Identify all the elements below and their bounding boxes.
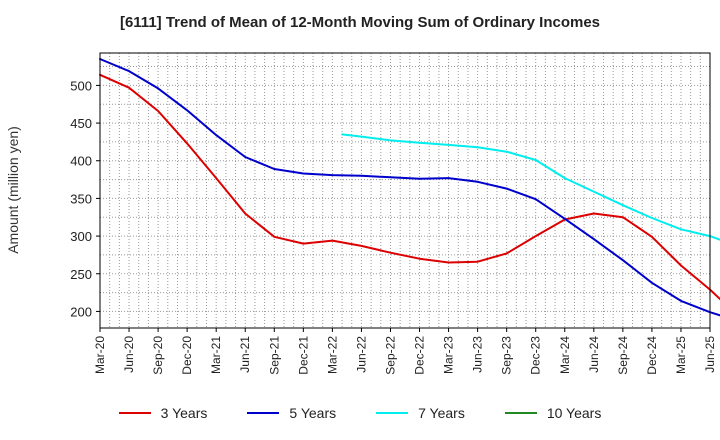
y-axis-label: Amount (million yen) (5, 126, 21, 254)
chart-legend: 3 Years 5 Years 7 Years 10 Years (0, 405, 720, 421)
legend-label: 3 Years (160, 405, 208, 421)
legend-label: 10 Years (546, 405, 602, 421)
x-tick-label: Mar-20 (93, 336, 107, 374)
series-line-7-years (341, 133, 720, 241)
legend-label: 5 Years (289, 405, 337, 421)
series-line-5-years (99, 58, 720, 317)
x-tick-label: Mar-23 (442, 336, 456, 374)
legend-item: 7 Years (376, 405, 465, 421)
x-tick-label: Dec-23 (529, 336, 543, 375)
x-tick-label: Mar-24 (558, 336, 572, 374)
x-tick-label: Dec-21 (296, 336, 310, 375)
x-tick-label: Jun-24 (587, 336, 601, 373)
legend-swatch (504, 412, 537, 414)
y-tick-label: 450 (70, 116, 92, 131)
chart-title: [6111] Trend of Mean of 12-Month Moving … (119, 14, 601, 31)
x-tick-label: Jun-21 (238, 336, 252, 373)
x-tick-label: Sep-24 (616, 336, 630, 375)
x-tick-label: Mar-22 (325, 336, 339, 374)
legend-swatch (376, 412, 409, 414)
x-tick-label: Jun-20 (122, 336, 136, 373)
x-tick-label: Jun-25 (703, 336, 717, 373)
y-tick-label: 500 (70, 78, 92, 93)
y-tick-label: 350 (70, 191, 92, 206)
y-tick-label: 400 (70, 154, 92, 169)
legend-label: 7 Years (418, 405, 465, 421)
x-tick-label: Mar-25 (674, 336, 688, 374)
legend-item: 10 Years (504, 405, 602, 421)
x-tick-label: Dec-22 (413, 336, 427, 375)
y-tick-label: 200 (70, 304, 92, 319)
plot-area (100, 53, 710, 328)
x-tick-label: Mar-21 (209, 336, 223, 374)
legend-item: 5 Years (247, 405, 336, 421)
x-tick-label: Dec-24 (645, 336, 659, 375)
y-tick-label: 300 (70, 229, 92, 244)
legend-item: 3 Years (118, 405, 208, 421)
legend-swatch (247, 412, 280, 414)
legend-swatch (118, 412, 151, 414)
x-tick-label: Jun-23 (471, 336, 485, 373)
axes: 200 250 300 350 400 450 500 Mar-20 Jun-20 Sep-20 D… (70, 78, 717, 374)
x-tick-label: Dec-20 (180, 336, 194, 375)
x-tick-label: Sep-21 (267, 336, 281, 375)
y-tick-label: 250 (70, 267, 92, 282)
plot-frame (99, 52, 711, 329)
series-line-3-years (99, 73, 720, 301)
x-tick-label: Sep-22 (383, 336, 397, 375)
grid-lines (100, 53, 710, 328)
series-lines (99, 58, 720, 317)
x-tick-label: Jun-22 (354, 336, 368, 373)
x-tick-label: Sep-23 (500, 336, 514, 375)
x-tick-label: Sep-20 (151, 336, 165, 375)
